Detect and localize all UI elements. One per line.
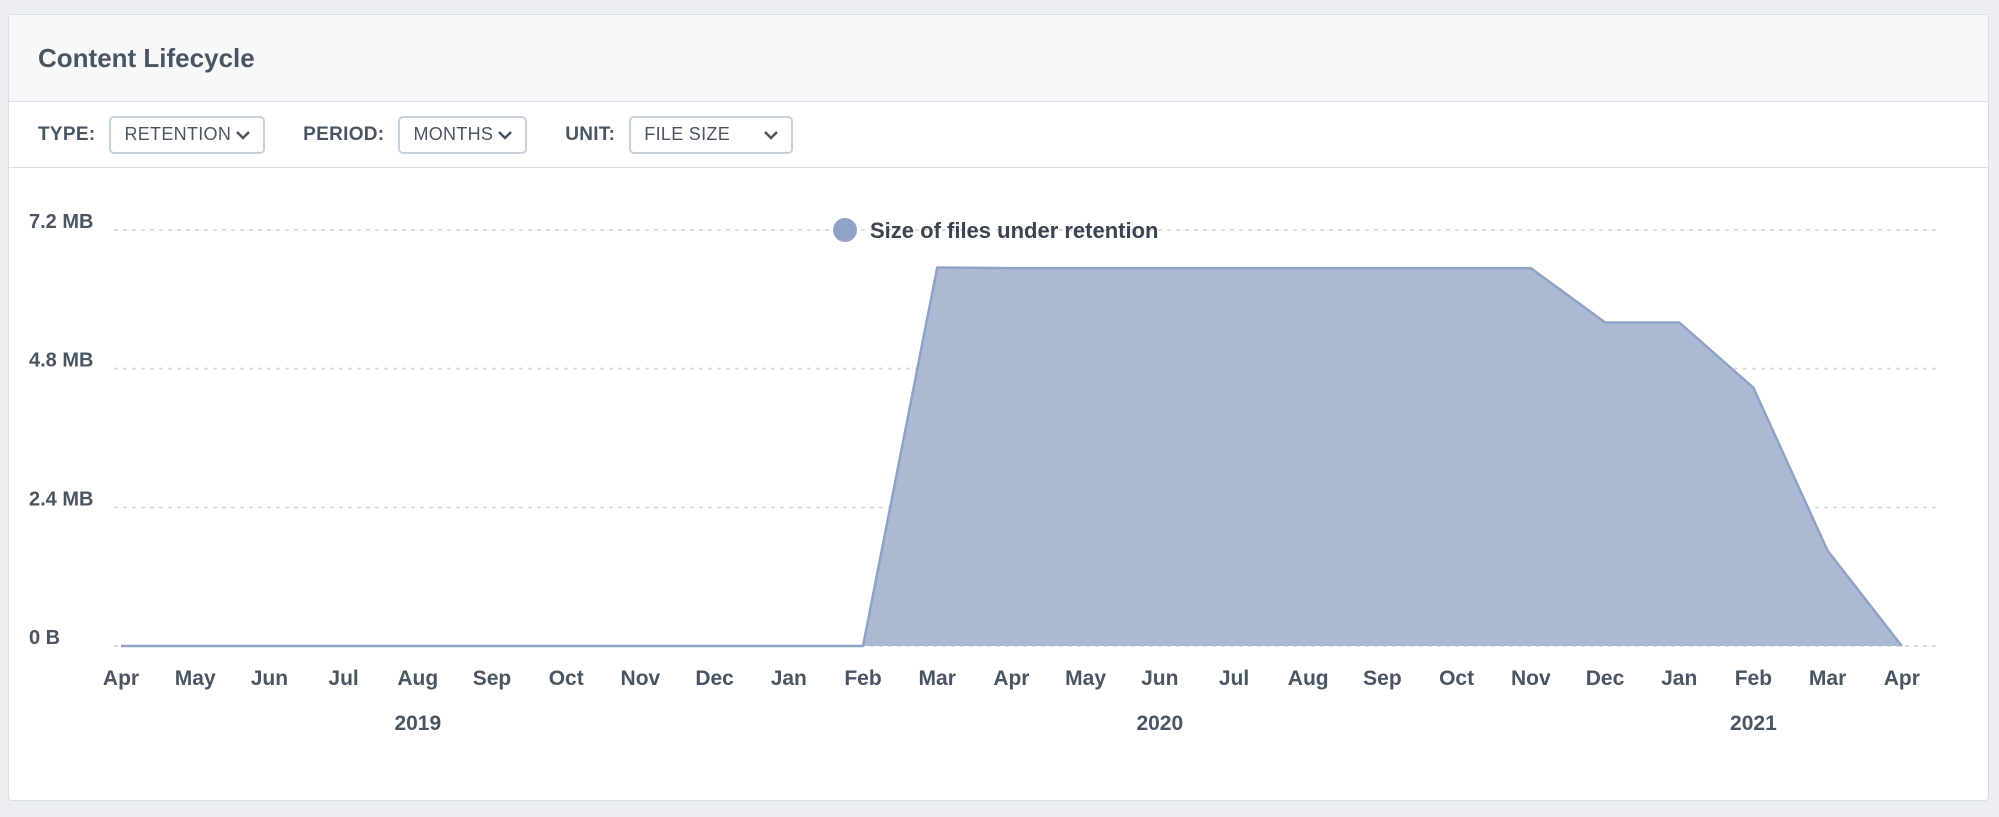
panel-title: Content Lifecycle	[38, 42, 255, 73]
x-tick-label: Oct	[549, 667, 584, 690]
y-tick-label: 2.4 MB	[29, 488, 93, 510]
panel-header: Content Lifecycle	[9, 15, 1988, 102]
series-area	[121, 267, 1902, 646]
period-select[interactable]: MONTHS	[398, 115, 528, 154]
x-tick-label: Dec	[695, 667, 734, 690]
period-select-value: MONTHS	[413, 124, 494, 144]
x-tick-label: Sep	[473, 667, 512, 690]
x-tick-label: Apr	[993, 667, 1029, 690]
unit-filter: UNIT: FILE SIZE	[565, 115, 794, 154]
x-tick-label: Apr	[1884, 667, 1920, 690]
chevron-down-icon	[497, 124, 513, 145]
unit-filter-label: UNIT:	[565, 123, 616, 145]
type-filter-label: TYPE:	[38, 123, 96, 145]
x-tick-label: Nov	[1511, 667, 1551, 690]
type-filter: TYPE: RETENTION	[38, 115, 266, 154]
filter-toolbar: TYPE: RETENTION PERIOD: MONTHS UNIT: FIL…	[9, 102, 1988, 168]
x-year-label: 2019	[394, 712, 441, 735]
content-lifecycle-panel: Content Lifecycle TYPE: RETENTION PERIOD…	[8, 14, 1989, 801]
x-tick-label: Mar	[919, 667, 956, 690]
chevron-down-icon	[763, 124, 779, 145]
x-tick-label: Aug	[397, 667, 438, 690]
x-year-label: 2021	[1730, 712, 1777, 735]
y-tick-label: 0 B	[29, 627, 60, 649]
type-select-value: RETENTION	[124, 124, 232, 144]
period-filter: PERIOD: MONTHS	[303, 115, 528, 154]
x-tick-label: Jan	[771, 667, 807, 690]
x-tick-label: Feb	[844, 667, 881, 690]
unit-select[interactable]: FILE SIZE	[629, 115, 794, 154]
x-tick-label: Apr	[103, 667, 139, 690]
unit-select-value: FILE SIZE	[644, 124, 731, 144]
chevron-down-icon	[235, 124, 251, 145]
retention-area-chart: 0 B 2.4 MB 4.8 MB 7.2 MB Apr May Jun Jul Aug Sep O…	[29, 211, 1940, 735]
legend-dot	[833, 218, 857, 242]
x-tick-label: Jul	[1219, 667, 1249, 690]
x-tick-label: Jun	[251, 667, 288, 690]
y-tick-label: 4.8 MB	[29, 350, 93, 372]
legend-label: Size of files under retention	[870, 218, 1158, 243]
x-tick-label: Aug	[1288, 667, 1329, 690]
x-tick-label: Jul	[328, 667, 358, 690]
series-line	[121, 266, 1903, 648]
x-tick-label: May	[175, 667, 216, 690]
x-tick-label: Jan	[1661, 667, 1697, 690]
x-tick-label: Feb	[1735, 667, 1772, 690]
x-tick-label: Nov	[621, 667, 661, 690]
x-tick-label: Oct	[1439, 667, 1474, 690]
type-select[interactable]: RETENTION	[109, 115, 266, 154]
x-tick-label: Mar	[1809, 667, 1846, 690]
x-tick-label: Jun	[1141, 667, 1178, 690]
chart-area: 0 B 2.4 MB 4.8 MB 7.2 MB Apr May Jun Jul Aug Sep O…	[9, 168, 1988, 803]
y-tick-label: 7.2 MB	[29, 211, 93, 233]
x-tick-label: Dec	[1586, 667, 1625, 690]
period-filter-label: PERIOD:	[303, 123, 385, 145]
x-year-label: 2020	[1136, 712, 1183, 735]
x-tick-label: Sep	[1363, 667, 1402, 690]
x-tick-label: May	[1065, 667, 1106, 690]
